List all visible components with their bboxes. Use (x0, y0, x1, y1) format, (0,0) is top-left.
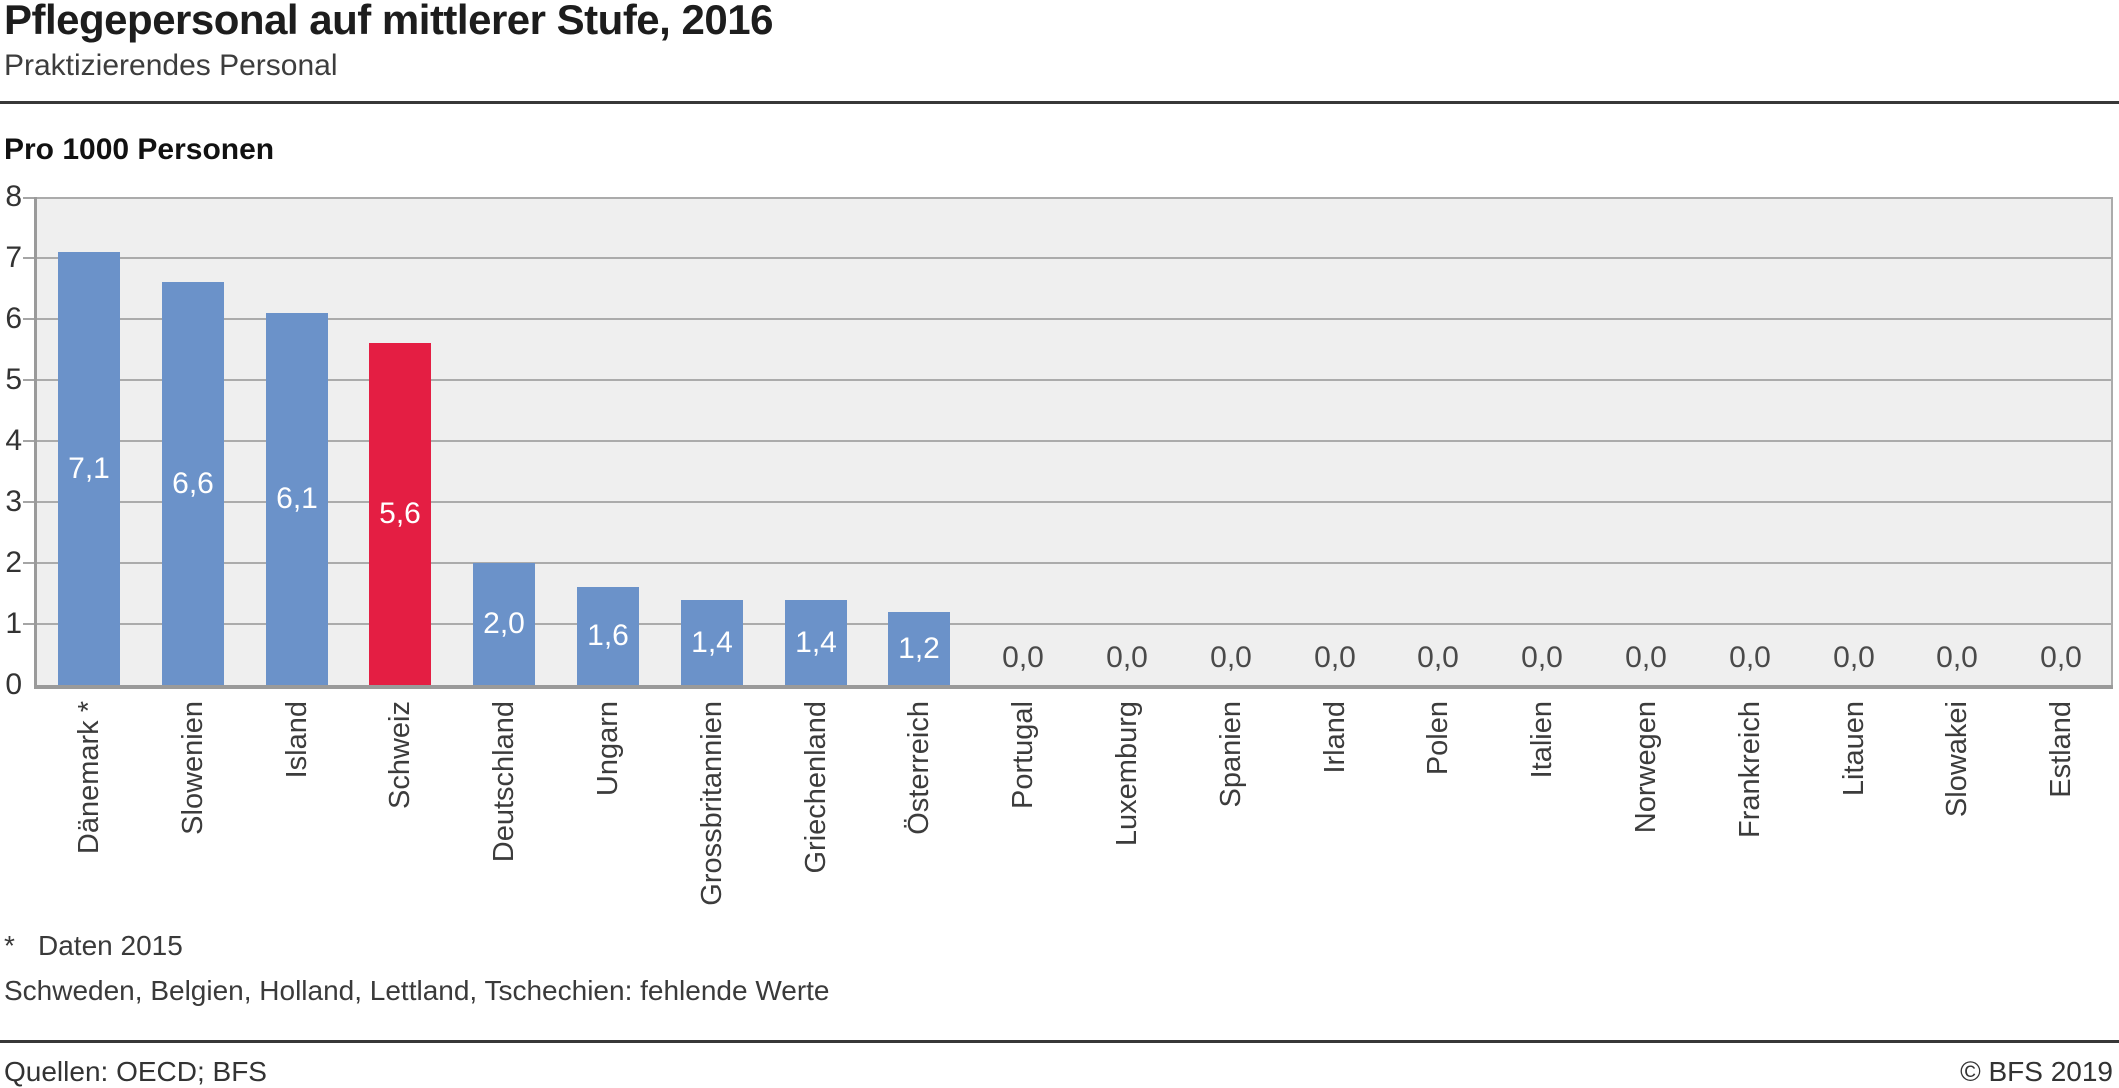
y-axis-tick-label: 0 (5, 668, 22, 701)
x-axis-label: Polen (1422, 701, 1454, 776)
footer-divider (0, 1040, 2119, 1043)
footer-copyright: © BFS 2019 (1960, 1056, 2113, 1087)
footer-source: Quellen: OECD; BFS (4, 1056, 267, 1087)
bar-value-label: 0,0 (1002, 641, 1044, 674)
x-axis-label: Schweiz (384, 701, 416, 809)
y-axis-tick-label: 5 (5, 363, 22, 396)
x-axis-label: Irland (1319, 701, 1351, 774)
bar-value-label: 0,0 (1417, 641, 1459, 674)
bar-value-label: 1,4 (691, 626, 733, 659)
bar-value-label: 5,6 (379, 497, 421, 530)
gridline (37, 501, 2113, 503)
bar-value-label: 7,1 (68, 452, 110, 485)
footnote-text: Schweden, Belgien, Holland, Lettland, Ts… (4, 975, 830, 1006)
y-axis-line (34, 197, 37, 689)
x-axis-label: Portugal (1007, 701, 1039, 810)
bar-value-label: 0,0 (1625, 641, 1667, 674)
y-axis-tick-label: 3 (5, 485, 22, 518)
x-axis-label: Grossbritannien (696, 701, 728, 906)
x-axis-label: Griechenland (800, 701, 832, 874)
bar (162, 282, 224, 685)
bar-value-label: 0,0 (1729, 641, 1771, 674)
x-axis-line (34, 685, 2113, 689)
bar-value-label: 1,4 (795, 626, 837, 659)
y-axis-tick (23, 197, 34, 199)
bar (369, 343, 431, 685)
bar (785, 600, 847, 685)
x-axis-label: Italien (1526, 701, 1558, 779)
header-divider (0, 101, 2119, 104)
x-axis-label: Ungarn (592, 701, 624, 797)
footnote-text: Daten 2015 (38, 930, 183, 961)
x-axis-label: Slowenien (177, 701, 209, 835)
x-axis-label: Dänemark * (73, 701, 105, 855)
y-axis-tick-label: 8 (5, 180, 22, 213)
gridline (37, 197, 2113, 199)
x-axis-label: Island (281, 701, 313, 779)
y-axis-tick-label: 7 (5, 241, 22, 274)
gridline (37, 318, 2113, 320)
y-axis-tick (23, 379, 34, 381)
y-axis-tick (23, 501, 34, 503)
gridline (37, 562, 2113, 564)
x-axis-label: Litauen (1838, 701, 1870, 797)
y-axis-tick-label: 1 (5, 607, 22, 640)
gridline (37, 440, 2113, 442)
bar-value-label: 6,6 (172, 467, 214, 500)
x-axis-label: Österreich (903, 701, 935, 835)
bar (266, 313, 328, 685)
y-axis-tick-label: 2 (5, 546, 22, 579)
bar (577, 587, 639, 685)
y-axis-tick (23, 257, 34, 259)
bar-value-label: 0,0 (1936, 641, 1978, 674)
gridline (37, 379, 2113, 381)
bar-value-label: 1,6 (587, 619, 629, 652)
bar (681, 600, 743, 685)
footnote-daten-2015: * Daten 2015 (4, 930, 183, 962)
plot-right-border (2111, 197, 2113, 685)
bar (58, 252, 120, 685)
y-axis-tick (23, 318, 34, 320)
bar (473, 563, 535, 685)
y-axis-tick (23, 562, 34, 564)
x-axis-label: Norwegen (1630, 701, 1662, 834)
gridline (37, 257, 2113, 259)
bar-value-label: 0,0 (1833, 641, 1875, 674)
bar-value-label: 0,0 (1210, 641, 1252, 674)
gridline (37, 623, 2113, 625)
y-axis-title: Pro 1000 Personen (4, 133, 275, 166)
bar-value-label: 0,0 (1314, 641, 1356, 674)
y-axis-tick-label: 4 (5, 424, 22, 457)
x-axis-label: Slowakei (1941, 701, 1973, 818)
x-axis-label: Estland (2045, 701, 2077, 798)
bar-value-label: 6,1 (276, 482, 318, 515)
bar (888, 612, 950, 685)
bar-value-label: 0,0 (1106, 641, 1148, 674)
page-subtitle: Praktizierendes Personal (4, 49, 338, 82)
bar-value-label: 1,2 (898, 632, 940, 665)
page-title: Pflegepersonal auf mittlerer Stufe, 2016 (4, 0, 773, 43)
bar-value-label: 0,0 (1521, 641, 1563, 674)
y-axis-tick (23, 623, 34, 625)
footer: Quellen: OECD; BFS © BFS 2019 (4, 1056, 2113, 1088)
footnote-marker: * (4, 930, 15, 961)
y-axis-tick-label: 6 (5, 302, 22, 335)
bar-value-label: 2,0 (483, 607, 525, 640)
y-axis-tick (23, 440, 34, 442)
x-axis-label: Deutschland (488, 701, 520, 863)
x-axis-label: Luxemburg (1111, 701, 1143, 847)
x-axis-label: Spanien (1215, 701, 1247, 808)
bar-value-label: 0,0 (2040, 641, 2082, 674)
footnote-missing-values: Schweden, Belgien, Holland, Lettland, Ts… (4, 975, 830, 1007)
x-axis-label: Frankreich (1734, 701, 1766, 838)
